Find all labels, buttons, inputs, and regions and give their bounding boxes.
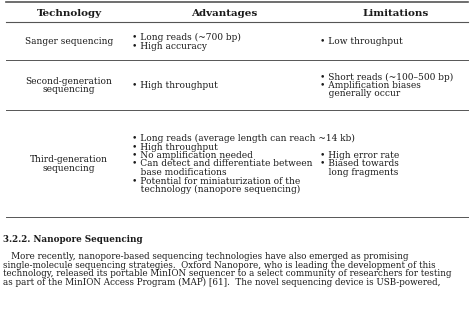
Text: Second-generation: Second-generation bbox=[26, 77, 112, 86]
Text: • High error rate: • High error rate bbox=[320, 151, 399, 160]
Text: • Long reads (~700 bp): • Long reads (~700 bp) bbox=[132, 33, 241, 42]
Text: generally occur: generally occur bbox=[320, 89, 400, 99]
Text: • Potential for miniaturization of the: • Potential for miniaturization of the bbox=[132, 176, 300, 185]
Text: • Amplification biases: • Amplification biases bbox=[320, 81, 421, 90]
Text: long fragments: long fragments bbox=[320, 168, 398, 177]
Text: as part of the MinION Access Program (MAP) [61].  The novel sequencing device is: as part of the MinION Access Program (MA… bbox=[3, 277, 440, 287]
Text: Technology: Technology bbox=[36, 9, 101, 18]
Text: • High throughput: • High throughput bbox=[132, 143, 218, 152]
Text: • Low throughput: • Low throughput bbox=[320, 37, 403, 46]
Text: 3.2.2. Nanopore Sequencing: 3.2.2. Nanopore Sequencing bbox=[3, 235, 143, 244]
Text: base modifications: base modifications bbox=[132, 168, 227, 177]
Text: • Long reads (average length can reach ~14 kb): • Long reads (average length can reach ~… bbox=[132, 134, 355, 143]
Text: Sanger sequencing: Sanger sequencing bbox=[25, 37, 113, 46]
Text: sequencing: sequencing bbox=[43, 85, 95, 94]
Text: • No amplification needed: • No amplification needed bbox=[132, 151, 253, 160]
Text: • Can detect and differentiate between: • Can detect and differentiate between bbox=[132, 160, 312, 168]
Text: Third-generation: Third-generation bbox=[30, 155, 108, 164]
Text: sequencing: sequencing bbox=[43, 164, 95, 173]
Text: • Short reads (~100–500 bp): • Short reads (~100–500 bp) bbox=[320, 72, 453, 81]
Text: Limitations: Limitations bbox=[363, 9, 429, 18]
Text: single-molecule sequencing strategies.  Oxford Nanopore, who is leading the deve: single-molecule sequencing strategies. O… bbox=[3, 260, 436, 269]
Text: technology, released its portable MinION sequencer to a select community of rese: technology, released its portable MinION… bbox=[3, 269, 452, 278]
Text: • High accuracy: • High accuracy bbox=[132, 42, 207, 51]
Text: • High throughput: • High throughput bbox=[132, 81, 218, 90]
Text: More recently, nanopore-based sequencing technologies have also emerged as promi: More recently, nanopore-based sequencing… bbox=[3, 252, 409, 261]
Text: Advantages: Advantages bbox=[191, 9, 257, 18]
Text: • Biased towards: • Biased towards bbox=[320, 160, 399, 168]
Text: technology (nanopore sequencing): technology (nanopore sequencing) bbox=[132, 185, 300, 194]
